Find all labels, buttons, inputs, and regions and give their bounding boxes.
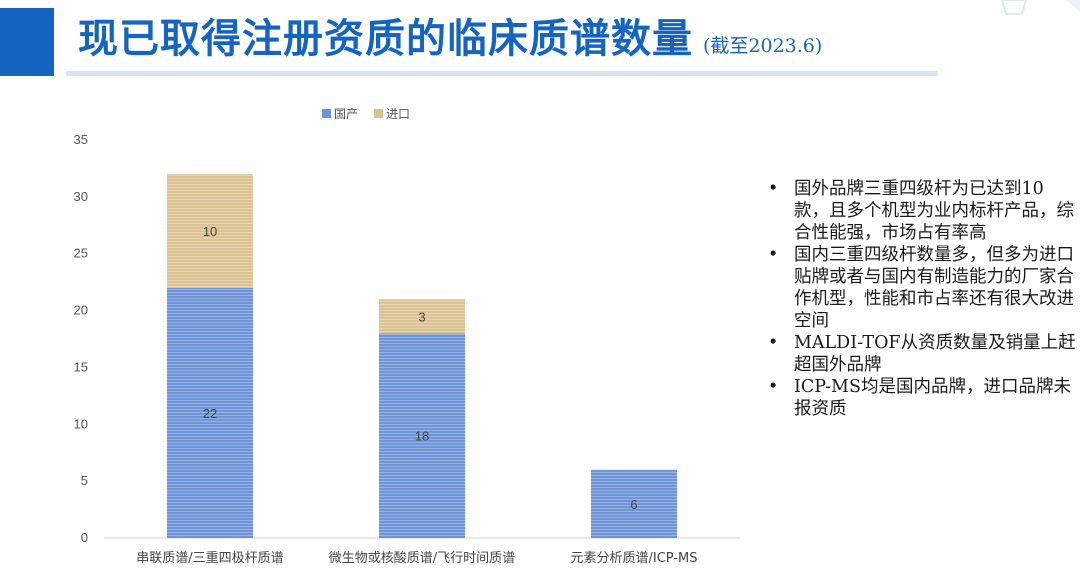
bullet-text: ICP-MS均是国内品牌，进口品牌未报资质 — [794, 377, 1071, 419]
bar-chart: 0 5 10 15 20 25 30 35 22 10 串联质谱/三重四极杆质谱 18 3 微生物或核酸质… — [74, 107, 740, 566]
bar-value-label: 3 — [418, 309, 425, 324]
bullet-dot-icon: • — [768, 333, 779, 353]
title-underline — [66, 71, 938, 76]
bullet-item: • ICP-MS均是国内品牌，进口品牌未报资质 — [764, 376, 1076, 420]
x-category-label: 元素分析质谱/ICP-MS — [570, 551, 697, 566]
legend-swatch-icon — [322, 109, 331, 118]
bullet-dot-icon: • — [768, 245, 779, 265]
page-subtitle: (截至2023.6) — [703, 35, 823, 57]
bullet-text: 国内三重四级杆数量多，但多为进口贴牌或者与国内有制造能力的厂家合作机型，性能和市… — [794, 245, 1074, 331]
y-tick-label: 15 — [74, 359, 88, 374]
x-category-label: 微生物或核酸质谱/飞行时间质谱 — [329, 551, 515, 566]
legend-label: 国产 — [334, 107, 358, 121]
y-tick-label: 5 — [81, 473, 88, 488]
bullet-item: • MALDI-TOF从资质数量及销量上赶超国外品牌 — [764, 332, 1076, 376]
y-tick-label: 0 — [81, 530, 88, 545]
y-tick-label: 35 — [74, 132, 88, 147]
bullet-text: MALDI-TOF从资质数量及销量上赶超国外品牌 — [794, 333, 1076, 375]
bullet-text: 国外品牌三重四级杆为已达到10款，且多个机型为业内标杆产品，综合性能强，市场占有… — [794, 179, 1074, 243]
bar-domestic — [591, 469, 677, 538]
bullet-item: • 国外品牌三重四级杆为已达到10款，且多个机型为业内标杆产品，综合性能强，市场占… — [764, 178, 1076, 244]
bar-value-label: 6 — [630, 497, 637, 512]
bar-domestic — [379, 333, 465, 538]
x-category-label: 串联质谱/三重四极杆质谱 — [136, 550, 283, 566]
page-title: 现已取得注册资质的临床质谱数量 — [78, 15, 693, 62]
legend-label: 进口 — [386, 107, 410, 121]
bullet-item: • 国内三重四级杆数量多，但多为进口贴牌或者与国内有制造能力的厂家合作机型，性能和… — [764, 244, 1076, 332]
bullet-list: • 国外品牌三重四级杆为已达到10款，且多个机型为业内标杆产品，综合性能强，市场占… — [764, 178, 1076, 420]
title-accent-block — [0, 8, 54, 76]
y-tick-label: 20 — [74, 303, 88, 318]
bar-value-label: 18 — [415, 429, 429, 444]
bullet-dot-icon: • — [768, 179, 779, 199]
bar-value-label: 22 — [203, 406, 217, 421]
bullet-dot-icon: • — [768, 377, 779, 397]
bar-domestic — [167, 287, 253, 538]
bar-value-label: 10 — [203, 224, 217, 239]
legend-swatch-icon — [374, 109, 383, 118]
bar-imported — [379, 299, 465, 334]
title-area: 现已取得注册资质的临床质谱数量 (截至2023.6) — [78, 6, 822, 72]
y-tick-label: 30 — [74, 189, 88, 204]
y-tick-label: 10 — [74, 416, 88, 431]
bar-imported — [167, 174, 253, 288]
y-tick-label: 25 — [74, 246, 88, 261]
corner-decoration — [1000, 0, 1080, 15]
